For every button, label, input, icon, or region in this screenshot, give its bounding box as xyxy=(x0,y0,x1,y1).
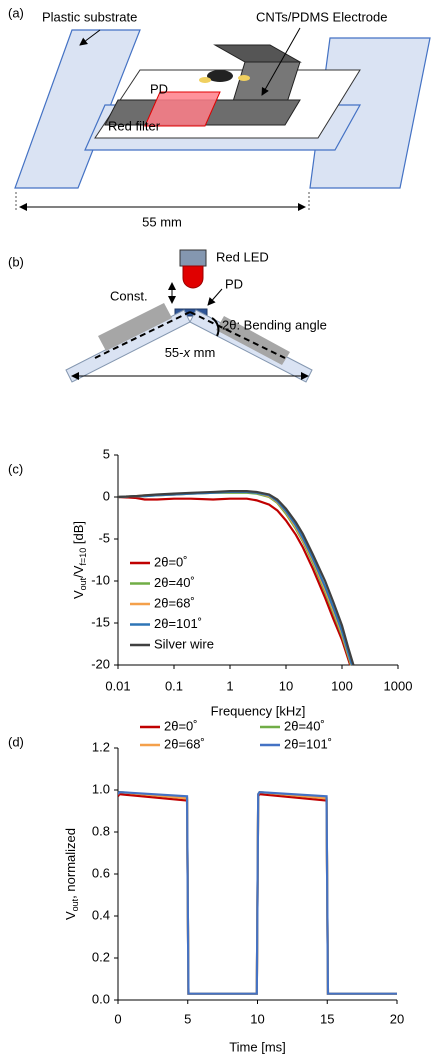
led-lens xyxy=(182,265,204,289)
x-axis-label: Frequency [kHz] xyxy=(211,703,306,718)
x-tick-label: 0.1 xyxy=(165,678,183,693)
text-part: V xyxy=(71,590,86,599)
x-tick-label: 100 xyxy=(331,678,353,693)
arrow xyxy=(261,27,301,96)
x-tick-label: 0.01 xyxy=(105,678,130,693)
x-tick-label: 10 xyxy=(279,678,293,693)
substrate-left xyxy=(14,29,141,189)
y-tick-label: 0.0 xyxy=(92,991,110,1006)
y-tick-label: 5 xyxy=(103,446,110,461)
x-tick-label: 5 xyxy=(184,1011,191,1026)
series-line xyxy=(118,790,397,995)
pad xyxy=(199,77,211,83)
led-body xyxy=(179,249,207,267)
text-part: , normalized xyxy=(63,828,78,899)
legend-label: 2θ=101˚ xyxy=(154,616,202,631)
label: Const. xyxy=(110,288,148,303)
y-tick-label: 1.2 xyxy=(92,739,110,754)
y-tick-label: -10 xyxy=(91,572,110,587)
y-axis-label: Vout, normalized xyxy=(63,828,80,920)
arrow xyxy=(79,29,101,46)
y-tick-label: 0.6 xyxy=(92,865,110,880)
legend-label: 2θ=40˚ xyxy=(154,575,195,590)
x-axis-label: Time [ms] xyxy=(229,1039,286,1054)
y-tick-label: -5 xyxy=(98,530,110,545)
legend-label: 2θ=68˚ xyxy=(154,595,195,610)
x-tick-label: 20 xyxy=(390,1011,404,1026)
dashed-line xyxy=(94,311,191,359)
x-tick-label: 1 xyxy=(226,678,233,693)
label: 55 mm xyxy=(142,214,182,229)
text-part: /V xyxy=(71,565,86,578)
text-part: x xyxy=(183,345,191,360)
y-tick-label: 0.2 xyxy=(92,949,110,964)
arrow xyxy=(207,288,223,306)
angle-arc xyxy=(211,317,220,337)
series-line xyxy=(118,490,355,666)
y-tick-label: -15 xyxy=(91,614,110,629)
x-tick-label: 10 xyxy=(250,1011,264,1026)
text-part: out xyxy=(78,577,88,590)
series-line xyxy=(118,495,352,666)
label: PD xyxy=(225,276,243,291)
y-axis-label: Vout/Vf=10 [dB] xyxy=(71,521,88,599)
x-tick-label: 0 xyxy=(114,1011,121,1026)
label: 55-x mm xyxy=(165,345,216,360)
text-part: [dB] xyxy=(71,521,86,548)
x-tick-label: 1000 xyxy=(384,678,413,693)
label: Red filter xyxy=(108,118,161,133)
text-part: out xyxy=(70,898,80,911)
label: 2θ: Bending angle xyxy=(222,317,327,332)
pad xyxy=(238,75,250,81)
legend-label: 2θ=0˚ xyxy=(154,554,188,569)
dashed-line xyxy=(189,311,286,359)
pad-right xyxy=(216,316,290,365)
y-tick-label: 0.8 xyxy=(92,823,110,838)
label: PD xyxy=(150,81,168,96)
x-tick-label: 15 xyxy=(320,1011,334,1026)
pd-chip xyxy=(207,70,233,82)
text-part: f=10 xyxy=(78,548,88,566)
panel-label: (c) xyxy=(8,461,23,476)
y-tick-label: 1.0 xyxy=(92,781,110,796)
y-tick-label: 0.4 xyxy=(92,907,110,922)
legend-label: 2θ=40˚ xyxy=(284,718,325,733)
label: Plastic substrate xyxy=(42,9,137,24)
diagram-b: (b) Red LED Const. PD 2θ: Bending angle … xyxy=(8,249,327,383)
label: Red LED xyxy=(216,249,269,264)
chart: -20 -15 -10 -5 0 5 0.01 0.1 1 10 100 1000 Frequency … xyxy=(71,446,412,718)
text-part: mm xyxy=(190,345,215,360)
legend-label: Silver wire xyxy=(154,636,214,651)
legend-label: 2θ=68˚ xyxy=(164,736,205,751)
panel-label: (b) xyxy=(8,254,24,269)
pad-left xyxy=(98,303,172,351)
red-filter xyxy=(144,91,221,127)
panel-label: (d) xyxy=(8,734,24,749)
text-part: 55- xyxy=(165,345,184,360)
y-tick-label: -20 xyxy=(91,656,110,671)
diagram-a: (a) Plastic substrate CNTs/PDMS Electrod… xyxy=(8,5,431,229)
chart: 0.0 0.2 0.4 0.6 0.8 1.0 1.2 0 5 10 15 20 Time [ms] Vo… xyxy=(63,718,404,1054)
label: CNTs/PDMS Electrode xyxy=(256,9,387,24)
text-part: V xyxy=(63,911,78,920)
y-tick-label: 0 xyxy=(103,488,110,503)
electrode-top xyxy=(213,44,302,63)
legend-label: 2θ=0˚ xyxy=(164,718,198,733)
panel-label: (a) xyxy=(8,5,24,20)
legend-label: 2θ=101˚ xyxy=(284,736,332,751)
